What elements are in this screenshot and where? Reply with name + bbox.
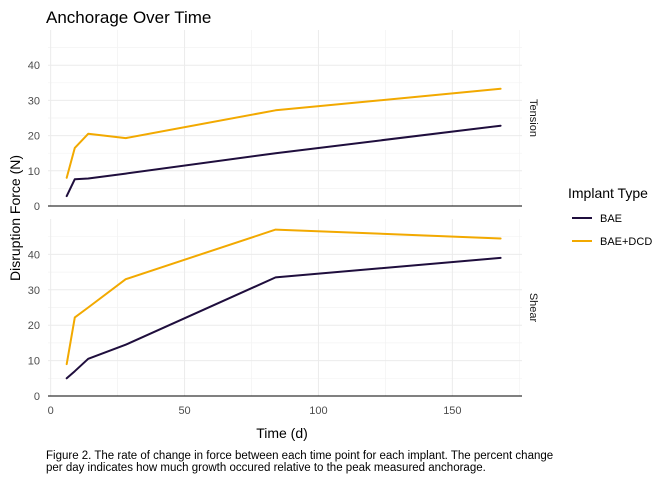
series-line-bae — [65, 124, 502, 198]
facet-panel-tension: 0 10 20 30 40 Tension — [28, 30, 539, 213]
legend-label: BAE+DCD — [600, 236, 652, 248]
legend: Implant Type BAE BAE+DCD — [568, 185, 652, 248]
y-tick-label: 20 — [28, 131, 40, 143]
y-tick-label: 40 — [28, 60, 40, 72]
chart-title: Anchorage Over Time — [46, 8, 211, 27]
y-tick-label: 40 — [28, 249, 40, 261]
y-tick-label: 30 — [28, 285, 40, 297]
y-tick-label: 0 — [34, 391, 40, 403]
x-axis: 0 50 100 150 — [48, 405, 462, 417]
series-line-bae-dcd — [65, 228, 502, 366]
x-tick-label: 150 — [443, 405, 461, 417]
y-tick-label: 0 — [34, 201, 40, 213]
caption-line-1: Figure 2. The rate of change in force be… — [46, 450, 553, 462]
x-tick-label: 50 — [178, 405, 190, 417]
facet-panel-shear: 0 10 20 30 40 Shear — [28, 219, 539, 403]
legend-item: BAE+DCD — [572, 236, 652, 248]
y-tick-label: 10 — [28, 166, 40, 178]
legend-title: Implant Type — [568, 185, 648, 201]
facet-strip-label: Tension — [527, 99, 539, 137]
facet-strip-label: Shear — [527, 293, 539, 323]
y-tick-label: 10 — [28, 356, 40, 368]
legend-label: BAE — [600, 213, 622, 225]
x-tick-label: 100 — [309, 405, 327, 417]
caption-line-2: per day indicates how much growth occure… — [46, 462, 486, 474]
y-axis-title: Disruption Force (N) — [7, 155, 23, 281]
y-tick-label: 20 — [28, 320, 40, 332]
legend-item: BAE — [572, 213, 622, 225]
y-tick-label: 30 — [28, 95, 40, 107]
x-axis-title: Time (d) — [256, 425, 308, 441]
facet-panels: 0 10 20 30 40 Tension 0 10 20 30 40 Shear 0 50 100 150 — [28, 30, 539, 417]
x-tick-label: 0 — [48, 405, 54, 417]
series-line-bae — [65, 256, 502, 380]
series-line-bae-dcd — [65, 87, 502, 179]
